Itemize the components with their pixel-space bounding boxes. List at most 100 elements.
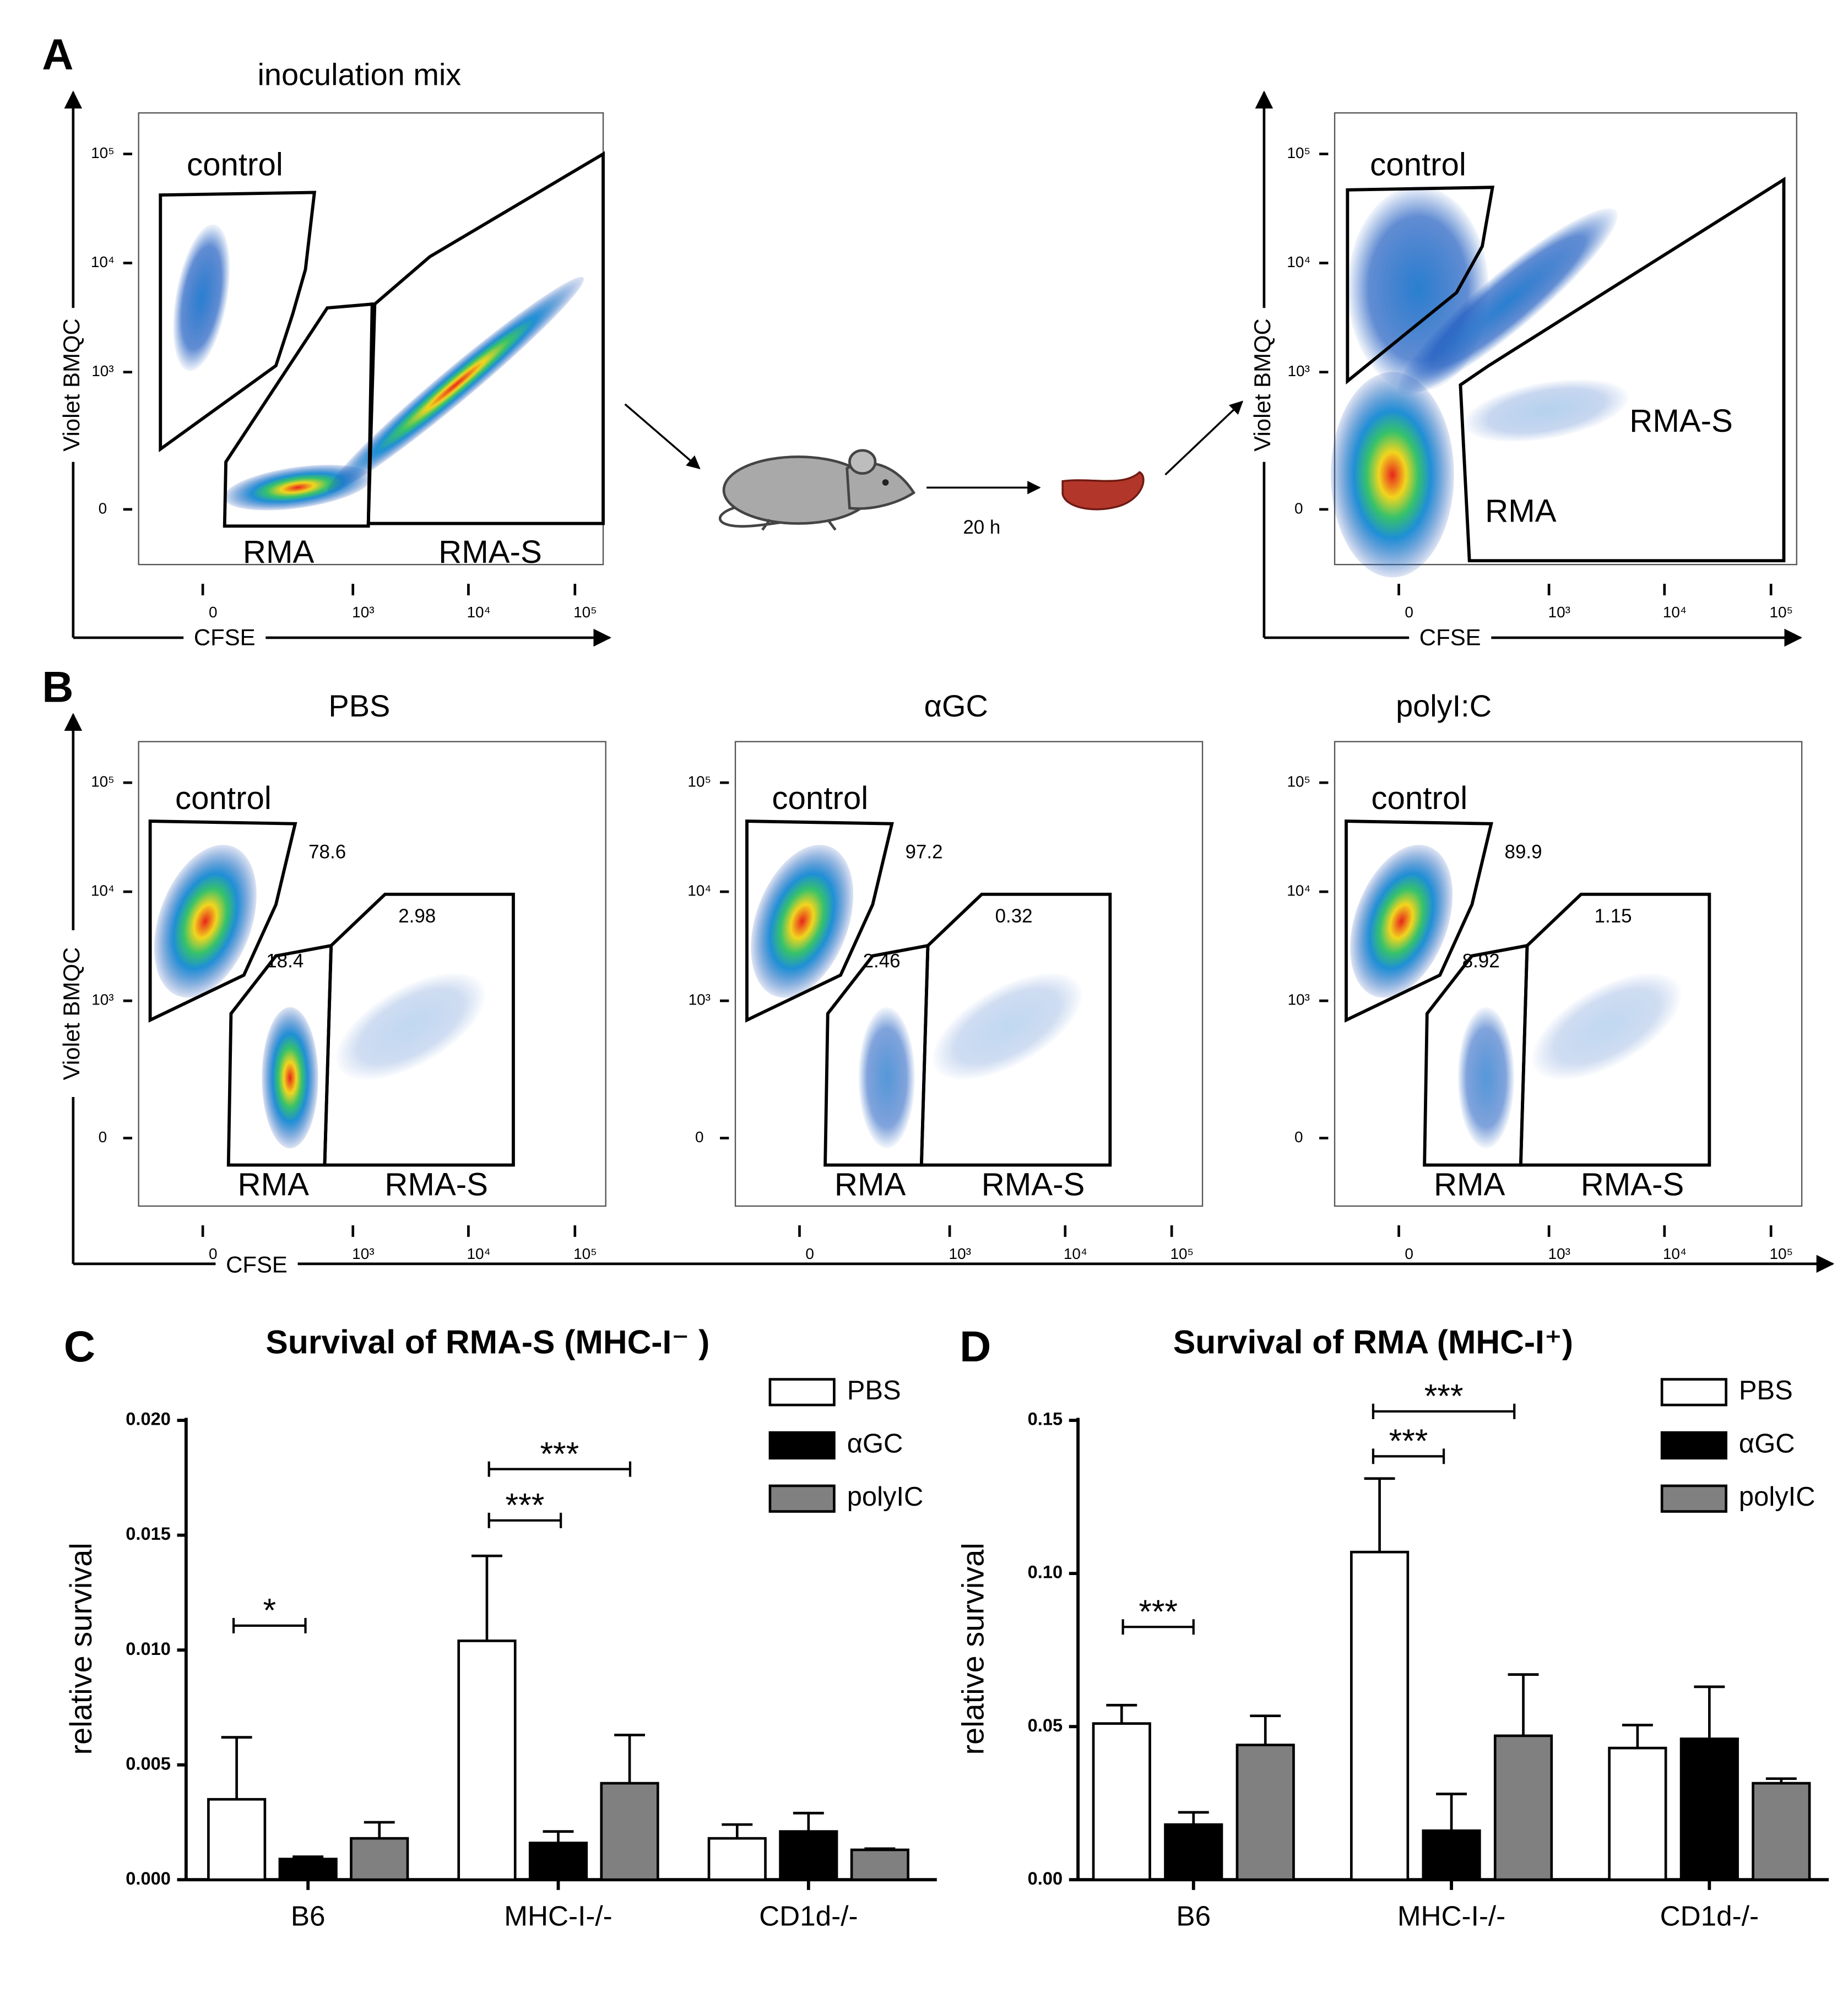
significance-label: * <box>263 1592 277 1629</box>
bar <box>1350 1550 1410 1881</box>
legend-swatch <box>768 1378 836 1407</box>
significance-label: *** <box>1424 1377 1464 1415</box>
x-tick-label: 10⁴ <box>1663 1245 1687 1262</box>
y-tick-label: 10³ <box>91 991 113 1008</box>
gate-percent: 2.46 <box>863 951 901 972</box>
y-tick-label: 0.005 <box>126 1753 171 1773</box>
label-background <box>57 308 89 462</box>
gate-percent: 78.6 <box>308 841 346 863</box>
y-tick-label: 10³ <box>689 991 711 1008</box>
bar <box>350 1837 409 1881</box>
plot-frame <box>1334 741 1803 1207</box>
bar <box>600 1782 659 1881</box>
gate-label: RMA <box>1434 1166 1505 1202</box>
gate <box>366 151 605 525</box>
y-tick-label: 10⁵ <box>91 144 115 161</box>
x-tick-label: MHC-I-/- <box>1397 1901 1505 1932</box>
plot-frame <box>1334 112 1797 566</box>
cell-population <box>751 845 854 998</box>
plot-title: inoculation mix <box>257 57 461 92</box>
panel-label: D <box>960 1322 991 1371</box>
x-axis-label: CFSE <box>1419 624 1481 650</box>
x-axis-label: CFSE <box>194 624 256 650</box>
bar <box>850 1848 909 1881</box>
legend-swatch <box>1660 1378 1727 1407</box>
gate <box>159 191 317 453</box>
significance-label: *** <box>1139 1593 1178 1630</box>
y-axis-label: relative survival <box>63 1543 98 1755</box>
legend-label: polyIC <box>847 1482 924 1512</box>
x-tick-label: 10⁴ <box>467 1245 491 1262</box>
y-tick-label: 0 <box>99 1128 107 1145</box>
panel-label: B <box>42 662 73 711</box>
label-background <box>1409 623 1492 652</box>
y-tick-label: 10⁵ <box>91 773 115 790</box>
gate <box>1346 186 1495 385</box>
gate-label: RMA <box>243 534 315 570</box>
gate-label: RMA <box>1485 493 1557 529</box>
cell-population <box>173 224 230 371</box>
x-axis-label: CFSE <box>226 1252 288 1278</box>
x-tick-label: 10⁵ <box>1170 1245 1194 1262</box>
panel-label: A <box>42 30 73 79</box>
y-tick-label: 10³ <box>1288 991 1310 1008</box>
gate-label: RMA-S <box>982 1166 1085 1202</box>
cell-population <box>1350 845 1453 998</box>
time-label: 20 h <box>963 517 1000 538</box>
gate <box>1459 176 1786 563</box>
gate-percent: 0.32 <box>995 905 1033 927</box>
y-tick-label: 0.05 <box>1028 1715 1063 1735</box>
plot-title: αGC <box>924 688 988 723</box>
cell-population <box>262 1007 318 1149</box>
x-tick-label: B6 <box>291 1901 326 1932</box>
gate-label: RMA-S <box>1629 403 1733 439</box>
y-tick-label: 0 <box>695 1128 704 1145</box>
gate <box>323 892 515 1167</box>
gate-label: RMA-S <box>384 1166 488 1202</box>
x-tick-label: 10⁴ <box>467 604 491 621</box>
gate-percent: 8.92 <box>1462 951 1500 972</box>
y-tick-label: 0 <box>1294 1128 1303 1145</box>
gate <box>1519 892 1711 1167</box>
gate-label: control <box>187 146 283 182</box>
legend-label: PBS <box>847 1376 901 1405</box>
gate-label: RMA-S <box>438 534 542 570</box>
bar <box>207 1798 267 1881</box>
y-axis-label: Violet BMQC <box>58 318 84 452</box>
bar <box>528 1842 588 1881</box>
label-background <box>57 930 89 1097</box>
x-tick-label: 10³ <box>352 1245 374 1262</box>
legend-swatch <box>1660 1431 1727 1460</box>
y-tick-label: 0.00 <box>1028 1868 1063 1888</box>
y-tick-label: 10⁴ <box>687 882 711 899</box>
cell-population <box>858 1007 915 1149</box>
significance-label: *** <box>1389 1422 1428 1459</box>
x-tick-label: B6 <box>1176 1901 1211 1932</box>
bar <box>1092 1722 1151 1881</box>
y-axis-label: Violet BMQC <box>1249 318 1275 452</box>
y-tick-label: 10⁴ <box>91 882 115 899</box>
bar <box>457 1639 517 1881</box>
gate-label: control <box>175 780 272 816</box>
cell-population <box>1398 208 1618 395</box>
significance-label: *** <box>540 1435 579 1472</box>
legend-swatch <box>1660 1484 1727 1513</box>
x-tick-label: 0 <box>209 604 218 621</box>
gate-percent: 97.2 <box>906 841 943 863</box>
x-tick-label: MHC-I-/- <box>504 1901 612 1932</box>
legend-swatch <box>768 1484 836 1513</box>
panel-label: C <box>64 1322 95 1371</box>
legend-label: PBS <box>1739 1376 1793 1405</box>
cell-population <box>933 973 1082 1080</box>
y-tick-label: 10⁴ <box>1287 882 1310 899</box>
gate-percent: 2.98 <box>398 905 436 927</box>
bar <box>779 1830 838 1881</box>
y-tick-label: 10³ <box>91 362 113 379</box>
x-tick-label: 10³ <box>1548 1245 1570 1262</box>
x-tick-label: CD1d-/- <box>1660 1901 1759 1932</box>
x-tick-label: 10⁴ <box>1663 604 1687 621</box>
label-background <box>1248 308 1280 462</box>
cell-population <box>1464 379 1629 442</box>
